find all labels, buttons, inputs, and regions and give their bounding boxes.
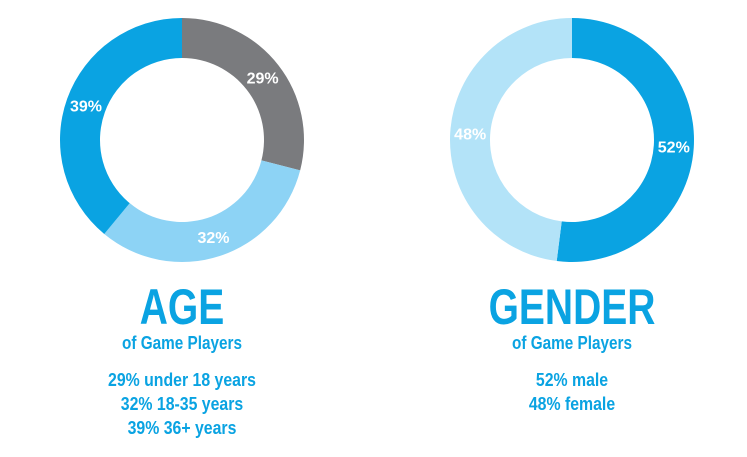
age-stat-line: 29% under 18 years <box>108 370 256 390</box>
gender-stat-line: 52% male <box>535 370 609 390</box>
gender-slice-female <box>449 18 572 262</box>
age-stat-line: 32% 18-35 years <box>120 394 244 414</box>
gender-slice-male <box>556 18 694 262</box>
age-subtitle: of Game Players <box>122 333 242 353</box>
gender-panel: GENDER of Game Players 52% male 48% fema… <box>452 282 692 416</box>
age-stat-line: 39% 36+ years <box>127 418 237 438</box>
age-slice-label: 39% <box>70 98 102 115</box>
age-slice-under-18-years <box>182 18 304 171</box>
age-slice-18-35-years <box>104 160 301 262</box>
age-panel: AGE of Game Players 29% under 18 years 3… <box>62 282 302 440</box>
gender-subtitle: of Game Players <box>512 333 632 353</box>
gender-stat-line: 48% female <box>528 394 616 414</box>
age-slice-label: 29% <box>247 70 279 87</box>
age-stats: 29% under 18 years 32% 18-35 years 39% 3… <box>62 368 302 440</box>
gender-title: GENDER <box>488 279 656 335</box>
gender-slice-label: 52% <box>658 139 690 156</box>
gender-stats: 52% male 48% female <box>452 368 692 416</box>
age-slice-36-years <box>59 18 183 235</box>
gender-slice-label: 48% <box>454 127 486 144</box>
age-slice-label: 32% <box>198 230 230 247</box>
age-title: AGE <box>139 279 225 335</box>
